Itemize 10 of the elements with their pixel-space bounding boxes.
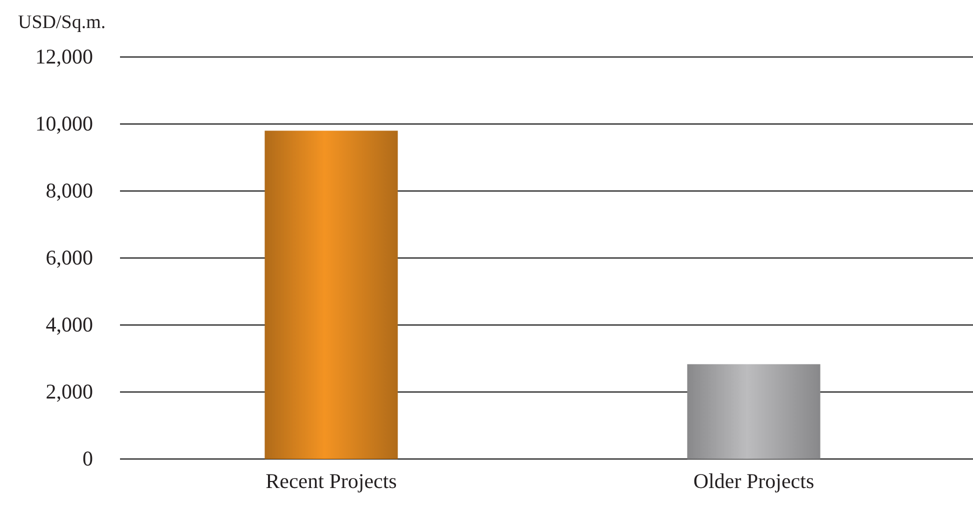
y-tick-label: 4,000	[46, 312, 93, 337]
y-tick-label: 6,000	[46, 246, 93, 270]
y-tick-label: 10,000	[35, 112, 93, 136]
y-tick-label: 8,000	[46, 178, 93, 203]
x-tick-label: Recent Projects	[266, 468, 397, 493]
y-tick-label: 12,000	[35, 44, 93, 69]
y-tick-label: 2,000	[46, 380, 93, 404]
y-axis-title: USD/Sq.m.	[18, 12, 106, 33]
x-tick-label: Older Projects	[693, 468, 814, 493]
y-tick-label: 0	[82, 446, 93, 471]
